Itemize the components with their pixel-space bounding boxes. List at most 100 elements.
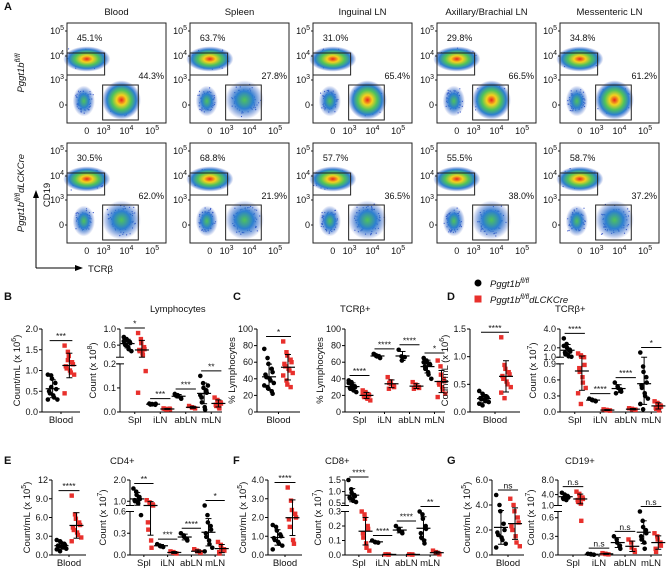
flow-density-population [102,200,141,240]
flow-y-tick-label: 105 [173,145,187,156]
flow-x-tick-label: 0 [207,246,212,256]
flow-y-tick-label: 104 [50,50,64,61]
flow-y-tick-label: 104 [50,170,64,181]
flow-density-population [186,166,234,192]
flow-column-title: Inguinal LN [338,7,386,18]
flow-y-tick-label: 105 [296,25,310,36]
flow-x-tick-label: 105 [638,125,652,136]
flow-x-tick-label: 0 [84,126,89,136]
flow-y-tick-label: 104 [543,50,557,61]
flow-density-population [348,80,387,120]
flow-row-genotype-label: Pggt1bfl/fl [15,53,27,93]
t-cell-percent: 61.2% [631,71,657,81]
flow-density-population [565,85,588,117]
flow-x-tick-label: 103 [220,125,234,136]
b-cell-gate [66,52,106,76]
flow-density-population [72,205,95,237]
flow-density-population [442,85,465,117]
flow-y-tick-label: 105 [173,25,187,36]
flow-event-dot [583,207,585,209]
flow-y-tick-label: 103 [420,194,434,205]
flow-y-tick-label: 0 [182,220,187,230]
flow-x-tick-label: 0 [577,126,582,136]
t-cell-percent: 27.8% [261,71,287,81]
flow-y-tick-label: 103 [296,74,310,85]
t-cell-percent: 65.4% [384,71,410,81]
flow-x-tick-label: 0 [84,246,89,256]
flow-y-tick-label: 0 [429,100,434,110]
flow-x-tick-label: 105 [145,125,159,136]
flow-x-tick-label: 105 [515,125,529,136]
b-cell-percent: 55.5% [447,153,473,163]
panel-letter-a: A [4,1,12,13]
flow-plot: 29.8% 66.5% 105 104 103 0 0 103 104 105 [420,22,537,136]
flow-density-population [309,46,357,72]
flow-x-tick-label: 104 [119,245,133,256]
b-cell-percent: 34.8% [570,33,596,43]
flow-x-tick-label: 104 [242,125,256,136]
flow-density-population [472,200,511,240]
flow-x-tick-label: 103 [97,125,111,136]
flow-y-tick-label: 105 [420,25,434,36]
flow-y-tick-label: 103 [173,74,187,85]
flow-x-tick-label: 104 [612,125,626,136]
flow-x-tick-label: 0 [454,126,459,136]
b-cell-gate [436,52,476,76]
b-cell-percent: 63.7% [200,33,226,43]
flow-density-population [442,205,465,237]
flow-x-tick-label: 105 [515,245,529,256]
flow-event-dot [68,48,70,50]
flow-density-population [318,205,341,237]
flow-y-tick-label: 105 [296,145,310,156]
flow-y-tick-label: 0 [305,100,310,110]
flow-density-population [186,46,234,72]
flow-x-tick-label: 103 [467,125,481,136]
flow-density-population [225,80,264,120]
t-cell-percent: 62.0% [138,191,164,201]
flow-y-tick-label: 105 [50,25,64,36]
flow-density-population [63,46,111,72]
t-cell-gate [348,84,385,121]
flow-y-tick-label: 104 [420,50,434,61]
flow-y-tick-label: 104 [420,170,434,181]
flow-y-tick-label: 105 [50,145,64,156]
b-cell-percent: 29.8% [447,33,473,43]
flow-x-tick-label: 103 [467,245,481,256]
flow-density-population [63,166,111,192]
b-cell-gate [189,52,229,76]
b-cell-percent: 45.1% [77,33,103,43]
flow-density-population [225,200,264,240]
flow-x-tick-label: 0 [207,126,212,136]
t-cell-gate [595,84,632,121]
t-cell-percent: 36.5% [384,191,410,201]
flow-y-tick-label: 103 [50,194,64,205]
t-cell-percent: 38.0% [508,191,534,201]
flow-density-population [556,166,604,192]
flow-x-tick-label: 105 [145,245,159,256]
flow-x-tick-label: 104 [489,125,503,136]
flow-x-tick-label: 104 [242,245,256,256]
b-cell-gate [312,52,352,76]
flow-density-population [595,200,634,240]
flow-y-tick-label: 103 [173,194,187,205]
flow-density-population [102,80,141,120]
flow-row-genotype-label: Pggt1bfl/fldLCKCre [15,154,27,232]
t-cell-gate [225,84,262,121]
t-cell-gate [472,84,509,121]
b-cell-percent: 57.7% [323,153,349,163]
flow-x-tick-label: 105 [391,245,405,256]
flow-density-population [309,166,357,192]
flow-column-title: Spleen [225,7,255,18]
flow-y-tick-label: 104 [173,50,187,61]
t-cell-percent: 66.5% [508,71,534,81]
flow-x-tick-label: 105 [391,125,405,136]
flow-density-population [556,46,604,72]
t-cell-gate [102,204,139,241]
flow-y-tick-label: 103 [420,74,434,85]
